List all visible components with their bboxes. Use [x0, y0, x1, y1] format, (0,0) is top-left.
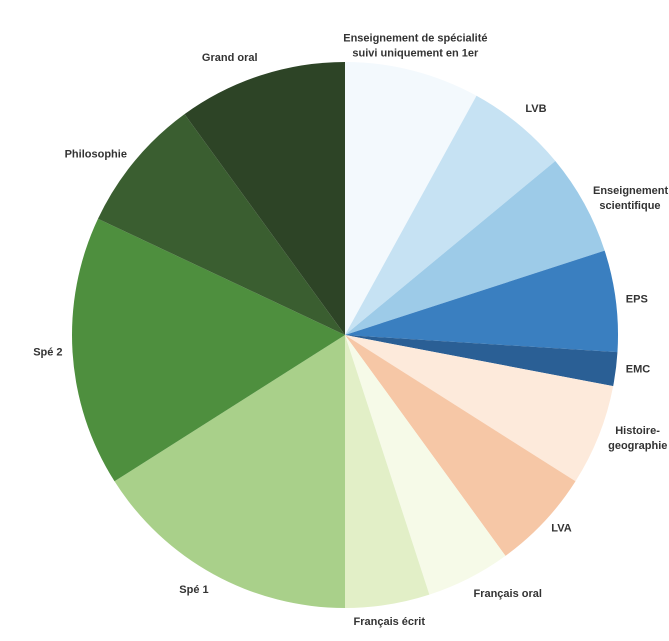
pie-slice [345, 335, 506, 595]
slice-label: Spé 2 [33, 346, 63, 359]
slice-label: LVA [551, 522, 572, 535]
slice-label: Français oral [473, 588, 542, 601]
pie-slice [184, 62, 345, 335]
pie-slice [345, 335, 618, 387]
slice-label: Philosophie [64, 148, 127, 161]
pie-slice [114, 335, 345, 608]
pie-slice [345, 95, 556, 335]
pie-slice [345, 160, 605, 335]
slice-label: Spé 1 [179, 583, 209, 596]
slice-label: LVB [525, 103, 547, 116]
pie-slice [345, 62, 477, 335]
slice-label: Grand oral [201, 52, 258, 64]
pie-slice [345, 335, 576, 556]
slice-label: Enseignement scientifique [592, 184, 669, 212]
pie-slice [97, 114, 346, 335]
pie-slice [71, 218, 345, 482]
slice-label: EMC [625, 364, 651, 377]
slice-label: Enseignement de spécialité suivi uniquem… [343, 32, 488, 60]
pie-slice [345, 335, 614, 482]
pie-slice [345, 250, 619, 353]
slice-label: EPS [625, 293, 648, 306]
slice-label: Histoire-geographie [608, 425, 668, 453]
pie-slice [345, 335, 430, 608]
slice-label: Français écrit [353, 615, 426, 628]
